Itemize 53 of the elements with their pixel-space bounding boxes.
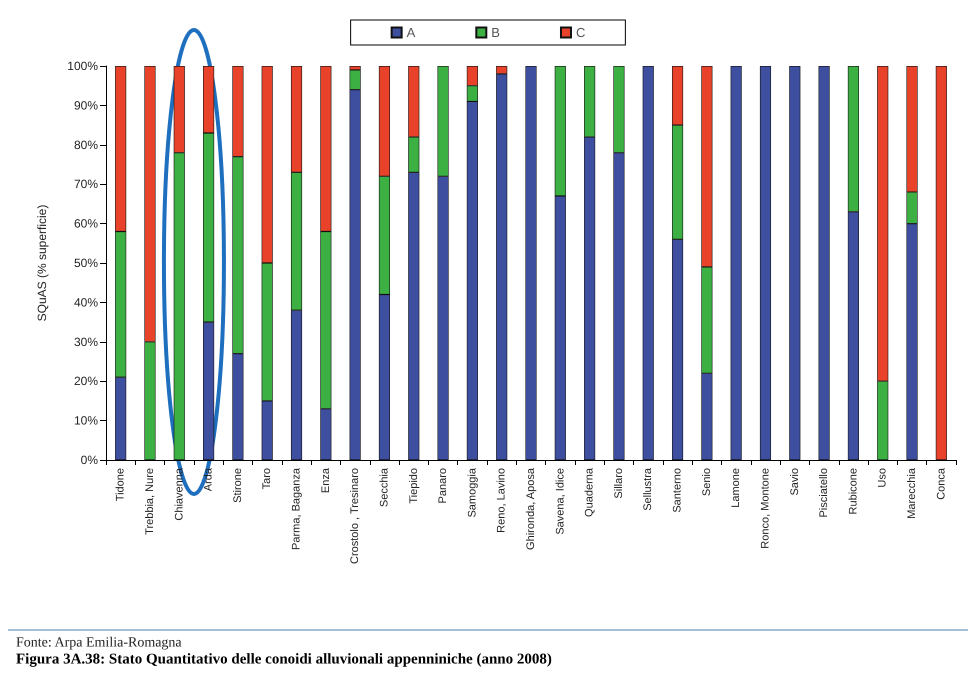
x-tick-label: Savio — [788, 468, 801, 496]
legend-label: B — [491, 25, 500, 40]
x-tick-label: Sillaro — [612, 468, 625, 499]
x-tick-label: Rubicone — [847, 468, 860, 514]
x-tick-label: Taro — [261, 468, 274, 490]
y-tick-label: 20% — [74, 374, 98, 388]
bar — [789, 66, 800, 460]
x-tick-label: Marecchia — [906, 467, 918, 519]
legend-label: A — [406, 25, 416, 40]
bar — [730, 66, 742, 460]
y-tick-label: 70% — [74, 177, 98, 192]
y-tick-label: 0% — [80, 453, 98, 467]
x-tick-label: Lamone — [730, 468, 742, 508]
source-note: Fonte: Arpa Emilia-Romagna — [16, 636, 182, 650]
x-tick-label: Sellustra — [642, 467, 654, 511]
x-tick-label: Arda — [202, 467, 215, 492]
x-tick-label: Senio — [700, 468, 713, 496]
x-tick-label: Samoggia — [466, 467, 478, 518]
x-tick-label: Trebbia, Nure — [144, 468, 156, 535]
bar — [525, 66, 537, 460]
text: Figura 3A.38: Stato Quantitativo delle conoidi alluvionali appenniniche (anno 2008) — [16, 652, 552, 668]
y-tick-label: 60% — [74, 216, 98, 231]
x-tick-label: Ghironda, Aposa — [525, 467, 537, 550]
x-tick-label: Conca — [935, 467, 948, 500]
legend-label: C — [576, 25, 586, 40]
x-tick-label: Tiepido — [408, 468, 420, 504]
y-tick-label: 90% — [74, 98, 98, 112]
x-tick-label: Tidone — [114, 468, 127, 502]
x-tick-label: Santerno — [672, 468, 684, 513]
bar — [642, 66, 654, 460]
y-tick-label: 80% — [74, 138, 98, 152]
x-tick-label: Uso — [876, 468, 889, 488]
x-tick-label: Quaderna — [584, 467, 596, 517]
x-tick-label: Reno, Lavino — [496, 468, 508, 533]
x-tick-label: Savena, Idice — [554, 468, 566, 535]
bar — [936, 66, 947, 460]
bar — [818, 66, 830, 460]
bar — [760, 66, 772, 460]
y-tick-label: 50% — [74, 256, 98, 270]
y-tick-label: 40% — [74, 295, 98, 310]
y-tick-label: 30% — [74, 334, 98, 349]
x-tick-label: Pisciatello — [818, 468, 830, 518]
y-axis-title: SQuAS (% superficie) — [35, 204, 49, 322]
y-tick-label: 10% — [74, 414, 98, 428]
x-tick-label: Crostolo , Tresinaro — [349, 468, 362, 564]
x-tick-label: Secchia — [378, 467, 390, 508]
x-tick-label: Enza — [320, 467, 332, 494]
x-tick-label: Parma, Baganza — [290, 467, 303, 550]
x-tick-label: Stirone — [232, 468, 244, 503]
y-tick-label: 100% — [67, 59, 98, 73]
x-tick-label: Chiavenna — [173, 467, 186, 521]
x-tick-label: Ronco, Montone — [759, 468, 772, 549]
x-tick-label: Panaro — [437, 468, 450, 504]
